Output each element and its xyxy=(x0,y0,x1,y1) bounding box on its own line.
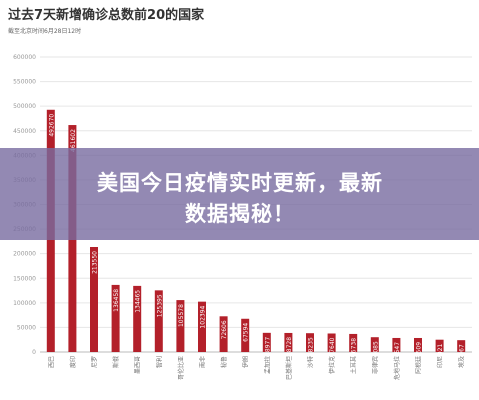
category-label: 阿根廷 xyxy=(415,356,423,374)
category-label: 秘鲁 xyxy=(220,356,228,368)
category-label: 埃及 xyxy=(458,356,466,368)
category-label: 哥伦比亚 xyxy=(177,356,185,380)
headline-banner xyxy=(0,148,479,240)
y-tick-label: 50000 xyxy=(17,324,36,331)
value-label: 28547 xyxy=(394,342,401,361)
value-label: 125395 xyxy=(156,294,163,317)
y-tick-label: 200000 xyxy=(13,251,36,258)
y-tick-label: 150000 xyxy=(13,275,36,282)
bar xyxy=(457,340,466,352)
value-label: 38235 xyxy=(308,337,315,356)
category-label: 南非 xyxy=(199,356,207,368)
category-label: 智利 xyxy=(155,356,163,368)
category-label: 孟加拉 xyxy=(263,356,271,374)
value-label: 136458 xyxy=(113,289,120,312)
bar xyxy=(219,316,228,352)
category-label: 土耳其 xyxy=(350,356,358,374)
bar xyxy=(241,318,250,352)
value-label: 38977 xyxy=(264,337,271,356)
bar xyxy=(198,301,206,352)
category-label: 印尼 xyxy=(437,356,444,368)
chart-subtitle: 截至北京时间6月28日12时 xyxy=(8,28,82,35)
category-label: 斯俄 xyxy=(112,356,120,368)
y-tick-label: 550000 xyxy=(13,79,36,86)
bar xyxy=(176,300,185,352)
value-label: 36738 xyxy=(351,338,358,357)
value-label: 25021 xyxy=(437,344,444,363)
y-tick-label: 0 xyxy=(32,349,36,356)
y-tick-label: 600000 xyxy=(13,54,36,61)
bar xyxy=(306,333,314,352)
category-label: 巴基斯坦 xyxy=(285,356,293,380)
y-tick-label: 500000 xyxy=(13,103,36,110)
bar xyxy=(262,332,271,352)
bar xyxy=(111,284,120,352)
bar xyxy=(133,285,142,352)
headline-text[interactable]: 美国今日疫情实时更新，最新 数据揭秘！ xyxy=(40,168,440,230)
value-label: 30085 xyxy=(372,341,379,360)
value-label: 213550 xyxy=(92,251,99,274)
headline-line-2: 数据揭秘！ xyxy=(185,202,295,226)
value-label: 105578 xyxy=(178,304,185,327)
bar xyxy=(392,337,401,352)
bar xyxy=(284,332,293,352)
value-label: 38728 xyxy=(286,337,293,356)
value-label: 37640 xyxy=(329,337,336,356)
chart-title: 过去7天新增确诊总数前20的国家 xyxy=(8,8,205,23)
y-tick-label: 450000 xyxy=(13,128,36,135)
bar xyxy=(435,339,444,352)
bar xyxy=(154,290,163,352)
bar xyxy=(327,333,336,352)
value-label: 72606 xyxy=(221,320,228,339)
category-label: 尼罗 xyxy=(92,356,99,368)
category-label: 伊朗 xyxy=(242,356,250,368)
bar xyxy=(370,337,379,352)
category-label: 墨西哥 xyxy=(135,356,142,374)
category-label: 度印 xyxy=(69,356,77,368)
value-label: 28509 xyxy=(416,342,423,361)
value-label: 67594 xyxy=(243,323,250,342)
headline-line-1: 美国今日疫情实时更新，最新 xyxy=(97,171,383,195)
value-label: 492670 xyxy=(48,114,55,137)
category-label: 菲律宾 xyxy=(371,356,379,374)
category-label: 西巴 xyxy=(48,356,55,368)
bar xyxy=(414,337,422,352)
value-label: 461602 xyxy=(70,129,77,152)
category-label: 沙特 xyxy=(307,356,315,368)
value-label: 102394 xyxy=(200,305,207,328)
bar xyxy=(349,333,358,352)
category-label: 危地马拉 xyxy=(393,356,401,380)
value-label: 24067 xyxy=(459,344,466,363)
bar xyxy=(90,247,98,352)
y-tick-label: 100000 xyxy=(13,300,36,307)
value-label: 134465 xyxy=(135,290,142,313)
category-label: 伊拉克 xyxy=(328,356,336,374)
